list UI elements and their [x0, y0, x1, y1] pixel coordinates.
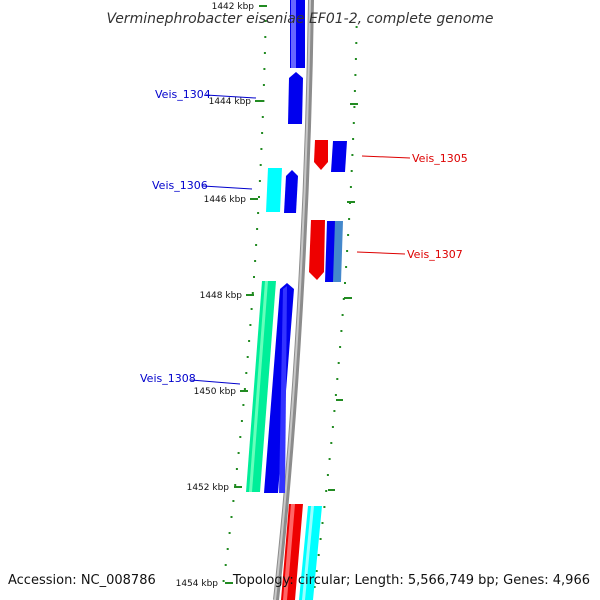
gene-veis-1307-red[interactable] — [309, 220, 325, 280]
tick-1452: 1452 kbp — [187, 483, 242, 493]
svg-text:1450 kbp: 1450 kbp — [194, 387, 237, 397]
label-veis-1306[interactable]: Veis_1306 — [152, 179, 253, 192]
gene-veis-1305-red[interactable] — [314, 140, 328, 170]
label-veis-1305[interactable]: Veis_1305 — [361, 152, 468, 165]
gene-bottom-cyan[interactable] — [299, 506, 322, 600]
gene-veis-1306[interactable] — [284, 170, 298, 213]
tick-1448: 1448 kbp — [200, 291, 254, 301]
svg-text:Veis_1304: Veis_1304 — [155, 88, 211, 101]
svg-text:1448 kbp: 1448 kbp — [200, 291, 243, 301]
gene-veis-1308-green[interactable] — [246, 281, 276, 492]
svg-text:Veis_1305: Veis_1305 — [412, 152, 468, 165]
svg-text:Veis_1308: Veis_1308 — [140, 372, 196, 385]
accession-label: Accession: NC_008786 — [8, 573, 156, 588]
tick-1450: 1450 kbp — [194, 387, 248, 397]
svg-text:1452 kbp: 1452 kbp — [187, 483, 230, 493]
svg-text:1442 kbp: 1442 kbp — [212, 2, 255, 12]
label-veis-1307[interactable]: Veis_1307 — [356, 248, 463, 261]
track-dots — [222, 20, 358, 588]
svg-text:1454 kbp: 1454 kbp — [176, 579, 219, 589]
page-title: Verminephrobacter eiseniae EF01-2, compl… — [106, 11, 493, 27]
topology-label: Topology: circular; Length: 5,566,749 bp… — [232, 573, 590, 588]
gene-veis-1305[interactable] — [331, 141, 347, 172]
gene-bottom-red[interactable] — [281, 504, 303, 600]
tick-1444: 1444 kbp — [209, 97, 263, 107]
gene-veis-1307[interactable] — [325, 221, 343, 282]
svg-text:1446 kbp: 1446 kbp — [204, 195, 247, 205]
tick-1454: 1454 kbp — [176, 579, 233, 589]
gene-veis-1306-cyan[interactable] — [266, 168, 282, 212]
svg-text:Veis_1307: Veis_1307 — [407, 248, 463, 261]
tick-1442: 1442 kbp — [212, 2, 267, 12]
label-veis-1308[interactable]: Veis_1308 — [140, 372, 241, 385]
svg-text:Veis_1306: Veis_1306 — [152, 179, 208, 192]
svg-text:1444 kbp: 1444 kbp — [209, 97, 252, 107]
right-ticks — [328, 103, 358, 491]
gene-veis-1304[interactable] — [288, 72, 303, 124]
label-veis-1304[interactable]: Veis_1304 — [155, 88, 257, 101]
gene-veis-1308[interactable] — [264, 283, 294, 493]
tick-1446: 1446 kbp — [204, 195, 258, 205]
gene-top-blue[interactable] — [290, 0, 305, 68]
